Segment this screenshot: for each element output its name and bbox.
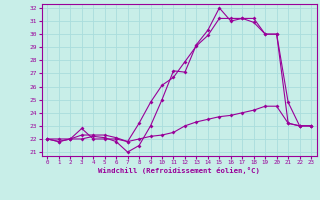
- X-axis label: Windchill (Refroidissement éolien,°C): Windchill (Refroidissement éolien,°C): [98, 167, 260, 174]
